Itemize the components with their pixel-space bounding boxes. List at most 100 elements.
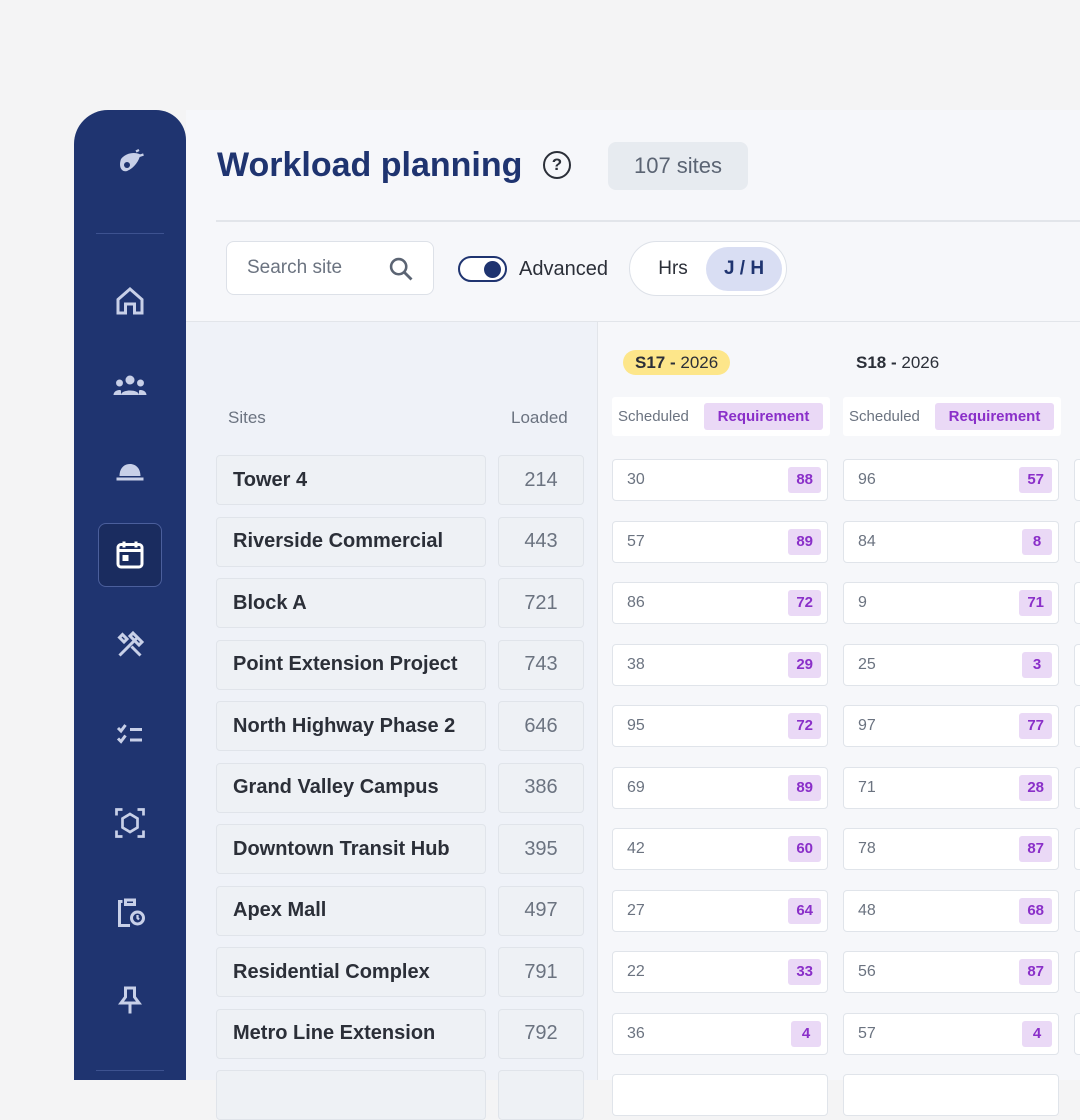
divider	[216, 220, 1080, 222]
requirement-value: 28	[1019, 774, 1052, 801]
site-name: Residential Complex	[216, 947, 486, 997]
requirement-value: 87	[1019, 959, 1052, 985]
site-name: North Highway Phase 2	[216, 701, 486, 751]
unit-option[interactable]: Hrs	[658, 258, 688, 279]
nav-team[interactable]	[112, 368, 148, 404]
nav-clipboard[interactable]	[112, 894, 148, 930]
site-name-partial	[216, 1070, 486, 1120]
week-header: S18 - 2026	[854, 350, 951, 375]
week-cell: 27 64	[612, 889, 828, 932]
week-cell-partial	[1074, 520, 1080, 563]
week-cell-partial	[1074, 459, 1080, 501]
scheduled-value: 84	[858, 532, 876, 550]
week-cell: 42 60	[612, 828, 828, 870]
requirement-value: 64	[788, 897, 821, 924]
scheduled-value: 96	[858, 471, 876, 488]
week-cell: 22 33	[612, 951, 828, 993]
site-name: Riverside Commercial	[216, 516, 486, 567]
requirement-value: 3	[1022, 651, 1052, 678]
requirement-value: 88	[788, 467, 821, 493]
week-cell: 97 77	[843, 705, 1059, 747]
week-header: S17 - 2026	[623, 350, 731, 375]
scheduled-value: 95	[627, 717, 645, 734]
requirement-value: 72	[788, 590, 821, 616]
week-cell: 38 29	[612, 643, 828, 686]
scheduled-value: 48	[858, 901, 876, 919]
loaded-hours: 386	[498, 762, 584, 813]
scheduled-value: 36	[627, 1024, 645, 1042]
week-code: S18 -	[856, 353, 897, 372]
week-cell: 86 72	[612, 582, 828, 624]
subheader-scheduled: Scheduled	[618, 408, 689, 425]
help-icon[interactable]: ?	[543, 151, 571, 179]
week-cell: 48 68	[843, 889, 1059, 932]
requirement-value: 87	[1019, 836, 1052, 862]
week-subheader: Scheduled Requirement	[843, 397, 1061, 436]
requirement-value: 57	[1019, 467, 1052, 493]
week-cell: 95 72	[612, 705, 828, 747]
unit-switch: Hrs J / H	[629, 241, 787, 296]
loaded-hours: 443	[498, 516, 584, 567]
scheduled-value: 86	[627, 594, 645, 611]
nav-calendar[interactable]	[112, 537, 148, 573]
subheader-requirement: Requirement	[935, 403, 1054, 430]
loaded-hours: 497	[498, 885, 584, 936]
logo[interactable]	[112, 147, 148, 183]
nav-tasks[interactable]	[112, 716, 148, 752]
requirement-value: 77	[1019, 713, 1052, 739]
scheduled-value: 69	[627, 778, 645, 796]
week-year: 2026	[901, 353, 940, 372]
requirement-value: 89	[788, 774, 821, 801]
scheduled-value: 97	[858, 717, 876, 734]
nav-home[interactable]	[112, 283, 148, 319]
week-cell: 69 89	[612, 766, 828, 809]
requirement-value: 29	[788, 651, 821, 678]
unit-option-active[interactable]: J / H	[706, 247, 782, 291]
site-name: Grand Valley Campus	[216, 762, 486, 813]
nav-pin[interactable]	[112, 982, 148, 1018]
advanced-toggle[interactable]	[458, 256, 507, 282]
body: Workload planning ? 107 sites Search sit…	[74, 110, 1080, 1120]
week-cell: 84 8	[843, 520, 1059, 563]
scheduled-value: 57	[627, 532, 645, 550]
site-name: Downtown Transit Hub	[216, 824, 486, 874]
week-cell: 57 89	[612, 520, 828, 563]
nav-3d[interactable]	[112, 805, 148, 841]
week-cell: 71 28	[843, 766, 1059, 809]
scheduled-value: 22	[627, 963, 645, 980]
nav-workers[interactable]	[112, 452, 148, 488]
week-cell: 9 71	[843, 582, 1059, 624]
search-input[interactable]: Search site	[226, 241, 434, 295]
scheduled-value: 9	[858, 594, 867, 611]
week-cell: 96 57	[843, 459, 1059, 501]
week-cell-partial	[843, 1074, 1059, 1116]
subheader-scheduled: Scheduled	[849, 408, 920, 425]
week-cell: 25 3	[843, 643, 1059, 686]
site-count-badge: 107 sites	[608, 142, 748, 190]
page-title: Workload planning	[217, 146, 523, 184]
week-cell-partial	[1074, 951, 1080, 993]
week-cell-partial	[1074, 1012, 1080, 1055]
requirement-value: 4	[791, 1020, 821, 1047]
week-cell: 56 87	[843, 951, 1059, 993]
week-cell: 30 88	[612, 459, 828, 501]
loaded-partial	[498, 1070, 584, 1120]
site-name: Apex Mall	[216, 885, 486, 936]
week-cell-partial	[1074, 828, 1080, 870]
scheduled-value: 78	[858, 840, 876, 857]
column-header: Loaded	[511, 408, 568, 427]
scheduled-value: 57	[858, 1024, 876, 1042]
loaded-hours: 214	[498, 455, 584, 505]
loaded-hours: 395	[498, 824, 584, 874]
requirement-value: 4	[1022, 1020, 1052, 1047]
requirement-value: 33	[788, 959, 821, 985]
week-code: S17 -	[635, 353, 676, 372]
page: Workload planning {"header": {"title": "…	[74, 110, 1080, 1120]
scheduled-value: 42	[627, 840, 645, 857]
search-icon	[389, 257, 413, 281]
nav-tools[interactable]	[112, 627, 148, 663]
loaded-hours: 743	[498, 639, 584, 690]
week-cell-partial	[1074, 766, 1080, 809]
week-cell: 36 4	[612, 1012, 828, 1055]
week-cell-partial	[612, 1074, 828, 1116]
